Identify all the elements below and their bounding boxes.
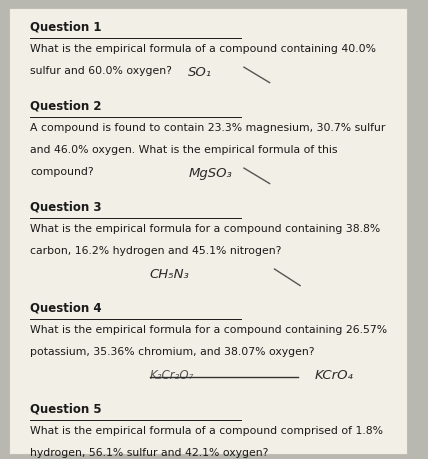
Text: SO₁: SO₁ bbox=[188, 66, 212, 79]
Text: MgSO₃: MgSO₃ bbox=[188, 167, 232, 179]
Text: Question 5: Question 5 bbox=[30, 402, 101, 414]
Text: Question 1: Question 1 bbox=[30, 21, 101, 34]
Text: Question 3: Question 3 bbox=[30, 200, 101, 213]
Text: What is the empirical formula for a compound containing 26.57%: What is the empirical formula for a comp… bbox=[30, 324, 387, 334]
Text: Question 2: Question 2 bbox=[30, 99, 101, 112]
Text: CH₅N₃: CH₅N₃ bbox=[150, 267, 190, 280]
Text: What is the empirical formula of a compound comprised of 1.8%: What is the empirical formula of a compo… bbox=[30, 425, 383, 435]
Text: K₂Cr₂O₇: K₂Cr₂O₇ bbox=[150, 368, 194, 381]
Text: What is the empirical formula of a compound containing 40.0%: What is the empirical formula of a compo… bbox=[30, 44, 376, 54]
Text: potassium, 35.36% chromium, and 38.07% oxygen?: potassium, 35.36% chromium, and 38.07% o… bbox=[30, 346, 315, 356]
Text: and 46.0% oxygen. What is the empirical formula of this: and 46.0% oxygen. What is the empirical … bbox=[30, 145, 337, 155]
Text: Question 4: Question 4 bbox=[30, 301, 101, 313]
Text: compound?: compound? bbox=[30, 167, 94, 177]
Text: hydrogen, 56.1% sulfur and 42.1% oxygen?: hydrogen, 56.1% sulfur and 42.1% oxygen? bbox=[30, 447, 268, 457]
Text: sulfur and 60.0% oxygen?: sulfur and 60.0% oxygen? bbox=[30, 66, 172, 76]
Text: A compound is found to contain 23.3% magnesium, 30.7% sulfur: A compound is found to contain 23.3% mag… bbox=[30, 123, 385, 133]
FancyBboxPatch shape bbox=[9, 9, 407, 454]
Text: KCrO₄: KCrO₄ bbox=[315, 368, 354, 381]
Text: carbon, 16.2% hydrogen and 45.1% nitrogen?: carbon, 16.2% hydrogen and 45.1% nitroge… bbox=[30, 245, 281, 255]
Text: What is the empirical formula for a compound containing 38.8%: What is the empirical formula for a comp… bbox=[30, 223, 380, 233]
